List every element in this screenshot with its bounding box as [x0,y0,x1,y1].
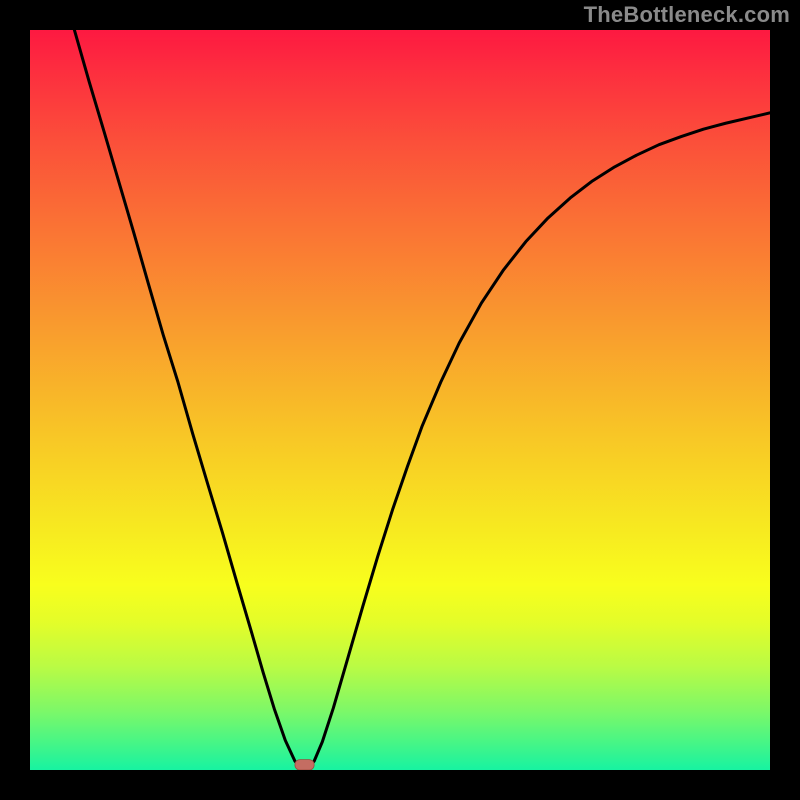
chart-container: TheBottleneck.com [0,0,800,800]
notch-marker [295,760,314,770]
chart-svg [30,30,770,770]
watermark-label: TheBottleneck.com [584,2,790,28]
gradient-background [30,30,770,770]
plot-area [30,30,770,770]
